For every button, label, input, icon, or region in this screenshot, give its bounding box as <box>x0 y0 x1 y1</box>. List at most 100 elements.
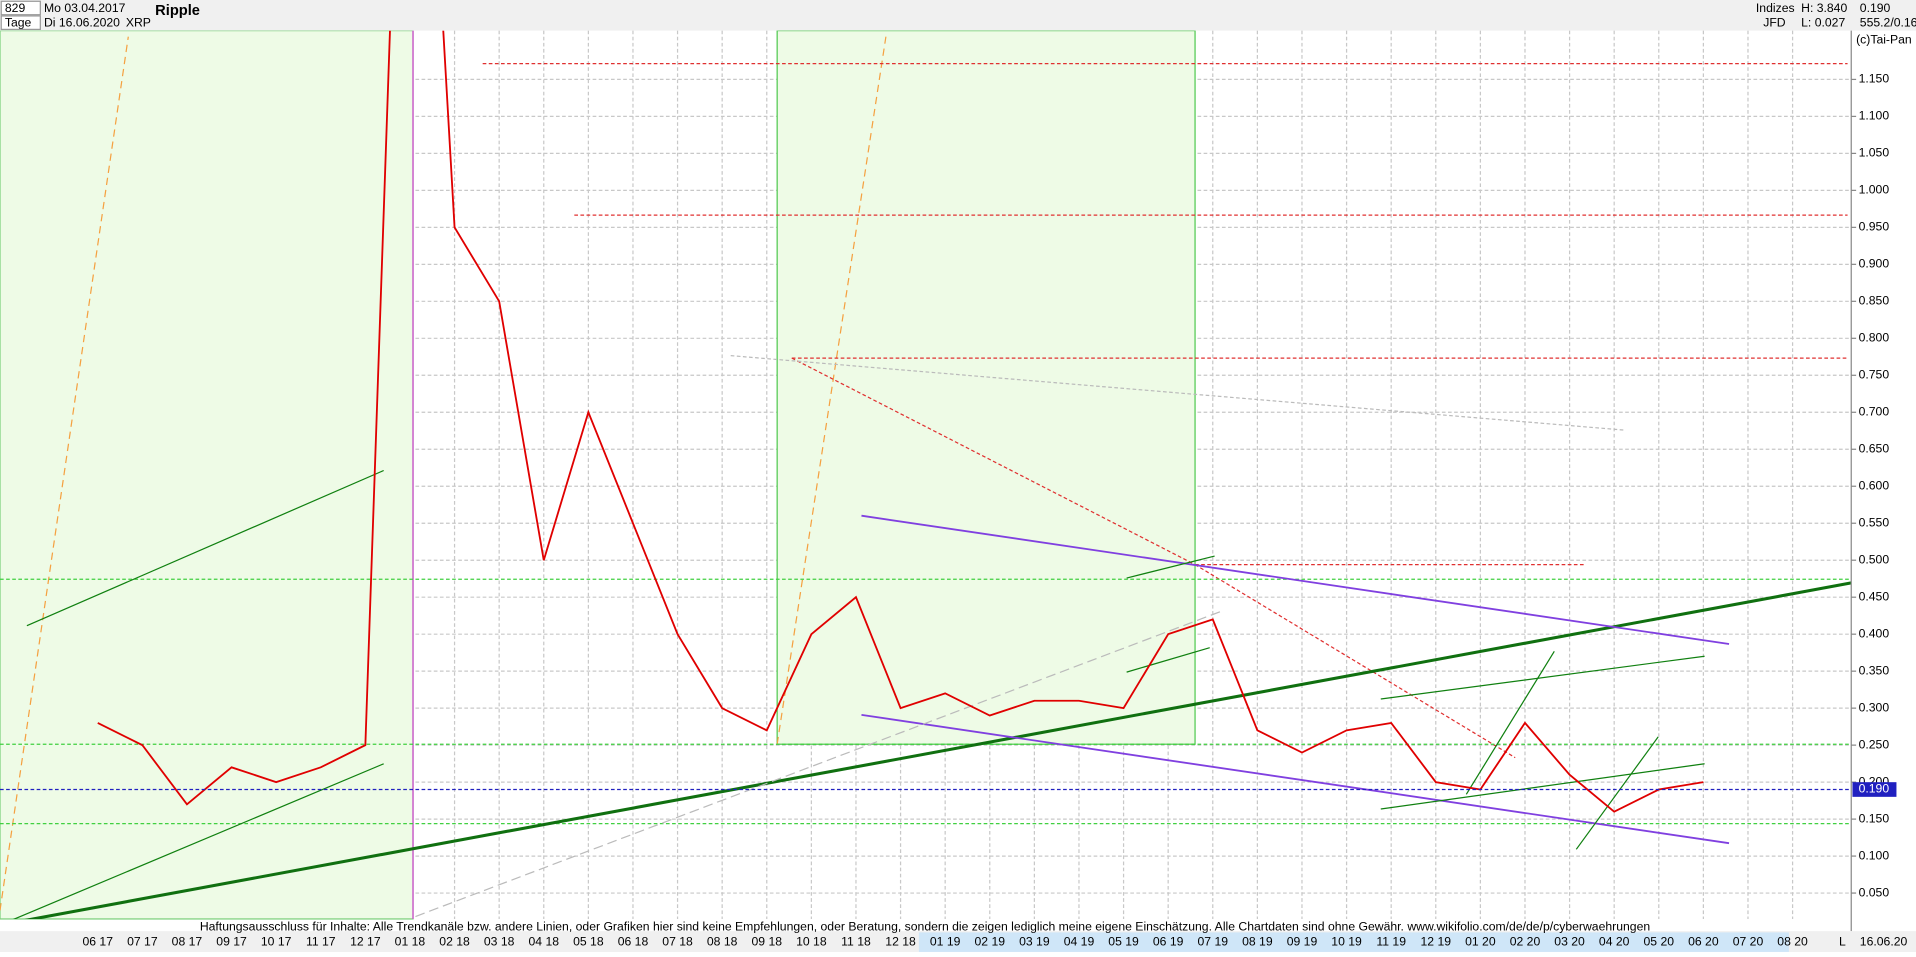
channel <box>861 713 1730 845</box>
name: Ripple <box>155 3 200 19</box>
trendline <box>12 763 384 919</box>
source: JFD <box>1763 15 1786 29</box>
trendline <box>776 36 887 745</box>
x-tick-label: 07 17 <box>127 934 158 948</box>
id: 829 <box>5 1 26 15</box>
x-tick-label: 07 18 <box>662 934 693 948</box>
trendline <box>1126 555 1215 579</box>
y-tick-label: 0.650 <box>1859 441 1890 455</box>
x-tick-label: 01 18 <box>395 934 426 948</box>
y-tick-label: 0.150 <box>1859 811 1890 825</box>
y-tick-label: 0.050 <box>1859 885 1890 899</box>
x-tick-label: 12 19 <box>1421 934 1452 948</box>
current-price-label: 0.190 <box>1859 782 1890 796</box>
x-tick-label: 06 18 <box>618 934 649 948</box>
x-tick-label: 05 18 <box>573 934 604 948</box>
drawings <box>0 36 1852 919</box>
y-tick-label: 0.300 <box>1859 700 1890 714</box>
trendline <box>1194 564 1516 759</box>
x-tick-label: 12 18 <box>885 934 916 948</box>
x-tick-label: 08 18 <box>707 934 738 948</box>
y-tick-label: 0.850 <box>1859 294 1890 308</box>
trendline <box>1380 655 1705 700</box>
current-price-box <box>1852 782 1897 797</box>
x-tick-label: 09 18 <box>751 934 782 948</box>
zone <box>776 29 1196 745</box>
x-tick-label: 06 17 <box>82 934 113 948</box>
trendline <box>24 581 1852 919</box>
period: Tage <box>5 15 32 29</box>
disclaimer: Haftungsausschluss für Inhalte: Alle Tre… <box>200 920 1650 934</box>
end-date: Di 16.06.2020 <box>44 15 120 29</box>
x-tick-label: 10 18 <box>796 934 827 948</box>
x-tick-label: 04 20 <box>1599 934 1630 948</box>
x-tick-label: 06 19 <box>1153 934 1184 948</box>
x-tick-label: 11 17 <box>306 934 336 948</box>
x-tick-label: 08 20 <box>1777 934 1808 948</box>
y-tick-label: 1.150 <box>1859 72 1890 86</box>
x-tick-label: 08 19 <box>1242 934 1273 948</box>
extra: 555.2/0.16 <box>1860 15 1916 29</box>
channel <box>861 514 1730 645</box>
x-tick-label: 09 19 <box>1287 934 1318 948</box>
y-tick-label: 0.350 <box>1859 663 1890 677</box>
start-date: Mo 03.04.2017 <box>44 1 126 15</box>
x-tick-label: 03 19 <box>1019 934 1050 948</box>
dropdown[interactable] <box>0 15 41 30</box>
y-tick-label: 0.500 <box>1859 552 1890 566</box>
x-tick-label: 05 20 <box>1644 934 1675 948</box>
x-tick-label: 11 19 <box>1376 934 1406 948</box>
y-tick-label: 1.000 <box>1859 183 1890 197</box>
x-tick-label: 03 18 <box>484 934 515 948</box>
y-tick-label: 0.600 <box>1859 478 1890 492</box>
y-tick-label: 0.750 <box>1859 368 1890 382</box>
x-tick-label: 11 18 <box>841 934 871 948</box>
x-tick-label: 10 19 <box>1331 934 1362 948</box>
x-tick-label: 08 17 <box>172 934 203 948</box>
x-tick-label: 07 20 <box>1733 934 1764 948</box>
x-tick-label: 01 20 <box>1465 934 1496 948</box>
y-tick-label: 0.400 <box>1859 626 1890 640</box>
x-tick-label: 05 19 <box>1108 934 1139 948</box>
high: H: 3.840 <box>1801 1 1847 15</box>
x-tick-label: 07 19 <box>1198 934 1229 948</box>
y-tick-label: 0.800 <box>1859 331 1890 345</box>
x-tick-label: 04 18 <box>528 934 559 948</box>
symbol: XRP <box>126 15 151 29</box>
trendline <box>26 469 384 627</box>
y-tick-label: 0.950 <box>1859 220 1890 234</box>
range-highlight <box>918 932 1789 952</box>
low: L: 0.027 <box>1801 15 1845 29</box>
trendline <box>1575 736 1659 850</box>
zone <box>0 29 414 920</box>
x-tick-label: 04 19 <box>1064 934 1095 948</box>
group: Indizes <box>1756 1 1795 15</box>
y-tick-label: 0.900 <box>1859 257 1890 271</box>
x-tick-label: 06 20 <box>1688 934 1719 948</box>
x-tick-label: 02 20 <box>1510 934 1541 948</box>
y-tick-label: 0.550 <box>1859 515 1890 529</box>
trendline <box>1126 647 1210 673</box>
y-tick-label: 0.700 <box>1859 404 1890 418</box>
copyright: (c)Tai-Pan <box>1856 33 1912 47</box>
trendline <box>791 357 1196 566</box>
x-tick-label: 02 19 <box>974 934 1005 948</box>
x-tick-label: 12 17 <box>350 934 381 948</box>
x-tick-label: 09 17 <box>216 934 247 948</box>
x-tick-label: 03 20 <box>1554 934 1585 948</box>
trendline <box>415 610 1223 918</box>
y-tick-label: 0.100 <box>1859 848 1890 862</box>
x-tick-label: 01 19 <box>930 934 961 948</box>
trendline <box>1380 763 1705 810</box>
mode: L <box>1839 934 1846 948</box>
header-bar <box>0 0 1916 31</box>
trendline <box>1465 651 1555 795</box>
x-tick-label: 10 17 <box>261 934 292 948</box>
last: 0.190 <box>1860 1 1891 15</box>
x-tick-label: 02 18 <box>439 934 470 948</box>
dropdown[interactable] <box>0 0 41 16</box>
y-tick-label: 1.100 <box>1859 109 1890 123</box>
date: 16.06.20 <box>1860 934 1908 948</box>
y-tick-label: 0.250 <box>1859 737 1890 751</box>
